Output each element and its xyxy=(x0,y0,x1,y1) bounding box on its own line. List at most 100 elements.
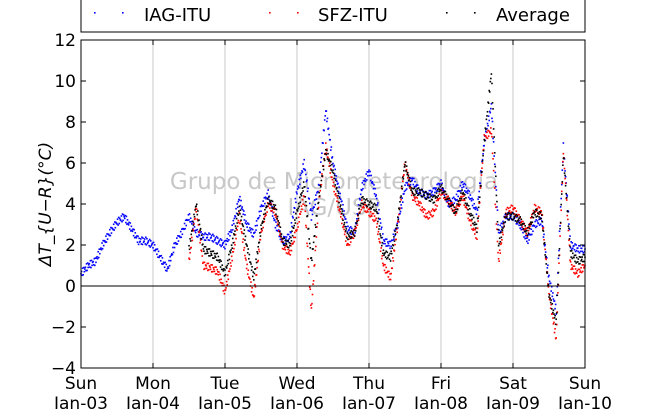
data-point xyxy=(558,230,561,233)
data-point xyxy=(325,153,328,156)
data-point xyxy=(379,235,382,237)
data-point xyxy=(334,192,337,195)
x-tick-label-date: Jan-03 xyxy=(53,394,108,409)
data-point xyxy=(298,196,301,199)
data-point xyxy=(379,218,381,220)
data-point xyxy=(399,210,402,213)
data-point xyxy=(190,220,193,223)
x-tick-label-day: Sat xyxy=(499,374,527,394)
data-point xyxy=(502,233,504,236)
data-point xyxy=(367,174,369,177)
data-point xyxy=(435,195,437,198)
data-point xyxy=(293,207,296,210)
data-point xyxy=(525,232,528,235)
data-point xyxy=(238,199,241,201)
data-point xyxy=(342,225,345,227)
y-tick-label: −2 xyxy=(51,318,76,338)
data-point xyxy=(489,111,492,114)
data-point xyxy=(576,269,579,272)
data-point xyxy=(257,245,260,248)
data-point xyxy=(532,216,535,219)
data-point xyxy=(343,233,346,236)
data-point xyxy=(215,252,217,255)
data-point xyxy=(580,260,582,262)
data-point xyxy=(199,229,201,232)
data-point xyxy=(521,226,524,228)
data-point xyxy=(350,233,353,236)
data-point xyxy=(389,278,392,281)
data-point xyxy=(195,205,197,207)
data-point xyxy=(467,196,470,199)
data-point xyxy=(540,217,543,220)
data-point xyxy=(89,266,91,268)
data-point xyxy=(262,200,265,202)
data-point xyxy=(498,242,500,245)
data-point xyxy=(578,255,581,258)
data-point xyxy=(522,227,525,230)
data-point xyxy=(202,261,205,264)
data-point xyxy=(174,241,177,244)
x-tick-label-date: Jan-08 xyxy=(413,394,468,409)
data-point xyxy=(218,279,221,281)
data-point xyxy=(85,263,88,265)
x-tick-label-date: Jan-10 xyxy=(557,394,612,409)
data-point xyxy=(200,250,203,253)
data-point xyxy=(557,292,559,294)
data-point xyxy=(133,236,136,239)
data-point xyxy=(375,217,377,220)
data-point xyxy=(408,183,410,186)
data-point xyxy=(193,216,196,218)
data-point xyxy=(573,244,575,247)
data-point xyxy=(427,196,430,199)
data-point xyxy=(334,184,337,186)
data-point xyxy=(563,157,565,160)
data-point xyxy=(385,245,387,247)
data-point xyxy=(469,194,472,196)
data-point xyxy=(535,216,538,218)
data-point xyxy=(216,252,219,255)
data-point xyxy=(488,119,490,122)
data-point xyxy=(245,259,247,261)
data-point xyxy=(559,221,562,224)
data-point xyxy=(529,217,532,219)
data-point xyxy=(389,273,391,275)
data-point xyxy=(333,186,336,188)
data-point xyxy=(472,227,475,230)
data-point xyxy=(228,270,231,273)
data-point xyxy=(424,209,426,211)
data-point xyxy=(308,286,311,289)
data-point xyxy=(231,247,233,249)
data-point xyxy=(245,243,248,246)
data-point xyxy=(571,242,574,244)
data-point xyxy=(84,266,87,269)
data-point xyxy=(188,257,190,260)
data-point xyxy=(251,286,253,289)
data-point xyxy=(322,165,324,167)
data-point xyxy=(435,199,438,202)
data-point xyxy=(90,259,93,262)
data-point xyxy=(372,187,375,190)
data-point xyxy=(353,235,356,237)
data-point xyxy=(307,266,310,268)
data-point xyxy=(305,180,308,183)
data-point xyxy=(440,189,442,192)
data-point xyxy=(540,210,543,212)
data-point xyxy=(195,229,197,231)
data-point xyxy=(542,230,545,232)
data-point xyxy=(223,284,225,287)
data-point xyxy=(85,269,87,272)
data-point xyxy=(360,208,363,211)
data-point xyxy=(243,229,246,231)
data-point xyxy=(480,170,482,172)
data-point xyxy=(459,184,462,187)
data-point xyxy=(210,254,213,257)
data-point xyxy=(220,245,222,248)
legend-marker xyxy=(474,12,476,14)
data-point xyxy=(440,194,442,196)
data-point xyxy=(302,190,304,192)
data-point xyxy=(217,273,220,276)
data-point xyxy=(509,214,512,217)
data-point xyxy=(231,237,234,240)
data-point xyxy=(323,159,326,162)
data-point xyxy=(194,217,196,220)
